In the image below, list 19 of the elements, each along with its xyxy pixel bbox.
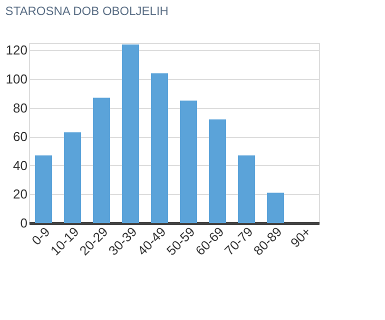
- bar: [151, 73, 168, 223]
- chart-title: STAROSNA DOB OBOLJELIH: [5, 4, 168, 18]
- y-tick-label: 100: [6, 72, 28, 86]
- y-tick-label: 40: [13, 158, 28, 173]
- bar: [93, 98, 110, 223]
- bar: [64, 132, 81, 223]
- y-tick-label: 120: [6, 42, 28, 58]
- bar: [122, 44, 139, 223]
- x-tick-label: 0-9: [28, 224, 53, 248]
- x-tick-label: 90+: [287, 224, 314, 250]
- bar: [209, 119, 226, 223]
- bar: [35, 155, 52, 223]
- bar: [238, 155, 255, 223]
- bar: [180, 100, 197, 223]
- y-tick-label: 80: [13, 100, 28, 116]
- y-tick-label: 20: [13, 186, 28, 202]
- y-tick-label: 60: [13, 129, 28, 144]
- y-tick-label: 0: [20, 216, 28, 230]
- bar: [267, 192, 284, 223]
